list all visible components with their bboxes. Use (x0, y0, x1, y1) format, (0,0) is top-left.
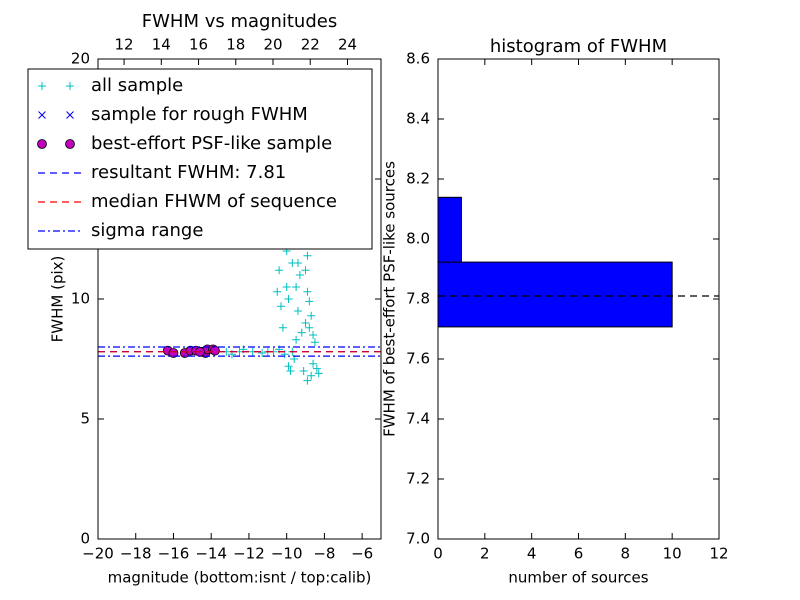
x2-tick-label: 12 (115, 36, 134, 54)
x-tick-label: −14 (195, 545, 227, 563)
point (284, 295, 293, 303)
legend-swatch (37, 139, 47, 149)
chart-title: histogram of FWHM (490, 36, 667, 57)
x2-tick-label: 18 (226, 36, 245, 54)
point (210, 345, 220, 356)
legend-label: all sample (91, 75, 183, 96)
point (309, 359, 318, 368)
chart-title: FWHM vs magnitudes (142, 11, 337, 32)
point (307, 311, 316, 320)
point (309, 331, 318, 339)
legend-swatch (66, 111, 74, 119)
legend-swatch (65, 139, 75, 149)
point (301, 319, 310, 327)
x-tick-label: −18 (120, 545, 152, 563)
y-tick-label: 8.2 (406, 170, 430, 188)
legend-label: best-effort PSF-like sample (91, 133, 332, 154)
legend-swatch (38, 82, 46, 90)
plot-frame (97, 58, 382, 540)
point (168, 348, 179, 358)
point (284, 362, 293, 371)
plot-frame (437, 58, 720, 540)
y-axis-label: FWHM of best-effort PSF-like sources (381, 161, 399, 437)
x-tick-label: 2 (480, 545, 490, 563)
point (293, 259, 302, 267)
point (275, 266, 284, 275)
y-tick-label: 0 (80, 530, 90, 548)
legend-label: sigma range (91, 220, 203, 241)
point (303, 251, 312, 260)
point (310, 338, 319, 347)
legend-label: sample for rough FWHM (91, 104, 308, 125)
point (292, 283, 301, 291)
x-tick-label: −6 (351, 545, 373, 563)
point (303, 376, 312, 385)
y-tick-label: 7.0 (406, 530, 430, 548)
point (297, 328, 306, 337)
point (282, 283, 291, 291)
x-tick-label: 8 (621, 545, 631, 563)
legend-swatch (38, 111, 46, 119)
x2-tick-label: 22 (301, 36, 320, 54)
y-tick-label: 8.6 (406, 50, 430, 68)
x2-tick-label: 20 (263, 36, 282, 54)
x2-tick-label: 14 (152, 36, 171, 54)
y-tick-label: 8.4 (406, 110, 430, 128)
y-tick-label: 7.4 (406, 410, 430, 428)
y-tick-label: 10 (71, 290, 90, 308)
x-tick-label: 12 (709, 545, 728, 563)
y-tick-label: 8.0 (406, 230, 430, 248)
x-tick-label: −8 (313, 545, 335, 563)
point (278, 323, 287, 332)
point (295, 271, 304, 279)
x2-tick-label: 24 (338, 36, 357, 54)
x-axis-label: number of sources (508, 569, 648, 587)
point (299, 367, 308, 375)
x-tick-label: −20 (82, 545, 114, 563)
point (314, 369, 323, 378)
point (303, 287, 312, 296)
x-tick-label: 10 (663, 545, 682, 563)
point (292, 335, 301, 344)
legend-label: resultant FWHM: 7.81 (91, 162, 286, 183)
point (277, 302, 286, 311)
point (305, 297, 314, 306)
point (312, 364, 321, 373)
x-tick-label: 4 (527, 545, 537, 563)
x-tick-label: 0 (433, 545, 443, 563)
y-tick-label: 7.8 (406, 290, 430, 308)
bar (437, 196, 462, 263)
point (305, 323, 314, 332)
bar (437, 261, 673, 328)
legend-box (27, 68, 373, 250)
point (293, 307, 302, 315)
y-tick-label: 7.2 (406, 470, 430, 488)
x-tick-label: −16 (158, 545, 190, 563)
y-tick-label: 5 (80, 410, 90, 428)
point (258, 349, 267, 357)
y-tick-label: 20 (71, 50, 90, 68)
point (273, 287, 282, 296)
y-tick-label: 7.6 (406, 350, 430, 368)
x-tick-label: −10 (271, 545, 303, 563)
point (307, 371, 316, 380)
x-tick-label: 6 (574, 545, 584, 563)
x2-tick-label: 16 (189, 36, 208, 54)
legend-label: median FHWM of sequence (91, 191, 337, 212)
x-tick-label: −12 (233, 545, 265, 563)
point (301, 266, 310, 275)
y-axis-label: FWHM (pix) (49, 256, 67, 343)
x-axis-label: magnitude (bottom:isnt / top:calib) (108, 569, 372, 587)
legend-swatch (66, 82, 74, 90)
point (286, 367, 295, 375)
